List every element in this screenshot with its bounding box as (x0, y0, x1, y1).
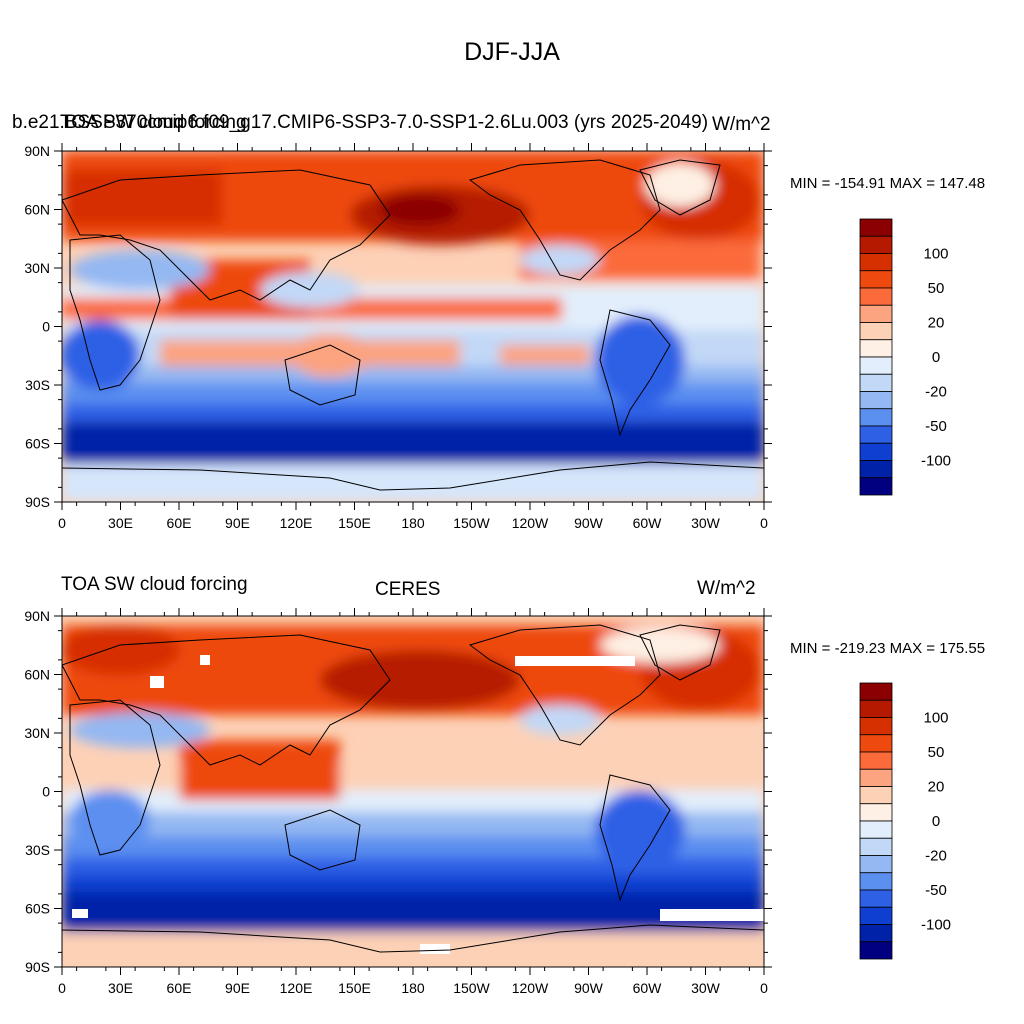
panel2-ytick-label: 90S (25, 959, 50, 975)
panel2-minmax: MIN = -219.23 MAX = 175.55 (790, 640, 986, 657)
panel2-ytick-label: 30N (24, 725, 50, 741)
panel1-colorbar-swatch (859, 304, 893, 323)
panel2-colorbar-swatch (859, 820, 893, 839)
panel2-xtick-label: 30W (691, 980, 721, 996)
panel2-xtick-label: 90W (574, 980, 604, 996)
panel2-units: W/m^2 (697, 578, 756, 599)
panel1-colorbar-swatch (859, 391, 893, 410)
panel1-center-label: b.e21.BSSP370cmip6.f09_g17.CMIP6-SSP3-7.… (12, 112, 709, 133)
panel2-colorbar-swatch (859, 872, 893, 891)
panel2-colorbar-label: -20 (925, 848, 947, 865)
panel2-colorbar-label: -50 (925, 882, 947, 899)
panel1-ytick-label: 60S (25, 436, 50, 452)
panel1-colorbar-label: 20 (928, 315, 945, 332)
panel1-colorbar-swatch (859, 460, 893, 479)
panel1-xtick-label: 90W (574, 515, 604, 531)
panel1-xtick-label: 0 (760, 515, 768, 531)
panel2-colorbar-swatch (859, 855, 893, 874)
panel1-xtick-label: 90E (225, 515, 250, 531)
panel2-colorbar-label: 20 (928, 779, 945, 796)
panel2-ytick-label: 30S (25, 842, 50, 858)
panel2-colorbar-swatch (859, 682, 893, 701)
panel1-colorbar-swatch (859, 287, 893, 306)
panel1-left-label: TOA SW cloud forcing (60, 112, 247, 133)
panel2-ytick-label: 0 (42, 784, 50, 800)
panel2-colorbar-swatch (859, 803, 893, 822)
panel2-colorbar-swatch (859, 906, 893, 925)
panel2-xtick-label: 90E (225, 980, 250, 996)
panel2-center-label: CERES (375, 579, 441, 600)
panel2-colorbar-swatch (859, 717, 893, 736)
panel1-colorbar-swatch (859, 253, 893, 272)
panel1-xtick-label: 150E (338, 515, 371, 531)
panel2-colorbar-swatch (859, 941, 893, 960)
page-title: DJF-JJA (464, 38, 560, 66)
panel1-map (62, 151, 764, 502)
panel1-colorbar-swatch (859, 477, 893, 496)
panel2-xtick-label: 0 (58, 980, 66, 996)
panel1-xtick-label: 30E (108, 515, 133, 531)
panel2-colorbar-swatch (859, 768, 893, 787)
panel2-colorbar-swatch (859, 734, 893, 753)
panel1-colorbar-swatch (859, 373, 893, 392)
panel2-xtick-label: 60E (167, 980, 192, 996)
panel1-xtick-label: 150W (453, 515, 490, 531)
panel2-colorbar-swatch (859, 837, 893, 856)
panel2-colorbar-swatch (859, 786, 893, 805)
panel1-ytick-label: 30N (24, 260, 50, 276)
panel1-colorbar-swatch (859, 356, 893, 375)
panel2-colorbar-label: 0 (932, 813, 940, 830)
panel1-xtick-label: 30W (691, 515, 721, 531)
panel1-colorbar-swatch (859, 322, 893, 341)
panel1-colorbar-swatch (859, 218, 893, 237)
panel1-xtick-label: 180 (401, 515, 425, 531)
panel1-ytick-label: 30S (25, 377, 50, 393)
panel1-ytick-label: 0 (42, 319, 50, 335)
panel1-units: W/m^2 (712, 114, 771, 135)
panel1-colorbar-label: 50 (928, 280, 945, 297)
panel1-colorbar-swatch (859, 235, 893, 254)
panel2-xtick-label: 30E (108, 980, 133, 996)
panel1-ytick-label: 90S (25, 494, 50, 510)
panel1-ytick-label: 60N (24, 202, 50, 218)
panel1-colorbar-swatch (859, 270, 893, 289)
panel2-xtick-label: 60W (633, 980, 663, 996)
panel2-colorbar-label: 50 (928, 744, 945, 761)
panel1-colorbar-label: 100 (923, 246, 948, 263)
panel1-minmax: MIN = -154.91 MAX = 147.48 (790, 175, 986, 192)
panel1-colorbar-label: -20 (925, 384, 947, 401)
panel1-colorbar-swatch (859, 425, 893, 444)
panel1-ytick-label: 90N (24, 143, 50, 159)
panel1-colorbar-swatch (859, 442, 893, 461)
panel2-ytick-label: 60N (24, 667, 50, 683)
panel2-xtick-label: 150W (453, 980, 490, 996)
panel2-colorbar-label: 100 (923, 710, 948, 727)
panel1-colorbar-label: 0 (932, 349, 940, 366)
panel2-xtick-label: 150E (338, 980, 371, 996)
panel2-xtick-label: 120W (512, 980, 549, 996)
panel1-xtick-label: 120E (280, 515, 313, 531)
panel1-xtick-label: 60E (167, 515, 192, 531)
panel2-xtick-label: 120E (280, 980, 313, 996)
panel1-colorbar-label: -100 (921, 453, 951, 470)
panel2-colorbar-swatch (859, 699, 893, 718)
panel2-ytick-label: 90N (24, 608, 50, 624)
panel2-left-label: TOA SW cloud forcing (61, 574, 248, 595)
panel2-colorbar-swatch (859, 751, 893, 770)
panel1-colorbar-swatch (859, 339, 893, 358)
panel2-colorbar-swatch (859, 924, 893, 943)
panel1-xtick-label: 0 (58, 515, 66, 531)
panel2-ytick-label: 60S (25, 901, 50, 917)
panel1-xtick-label: 60W (633, 515, 663, 531)
panel1-xtick-label: 120W (512, 515, 549, 531)
panel2-xtick-label: 0 (760, 980, 768, 996)
panel1-colorbar-swatch (859, 408, 893, 427)
panel2-colorbar-label: -100 (921, 917, 951, 934)
panel2-xtick-label: 180 (401, 980, 425, 996)
panel1-colorbar-label: -50 (925, 418, 947, 435)
panel2-map (62, 616, 764, 967)
panel2-colorbar-swatch (859, 889, 893, 908)
